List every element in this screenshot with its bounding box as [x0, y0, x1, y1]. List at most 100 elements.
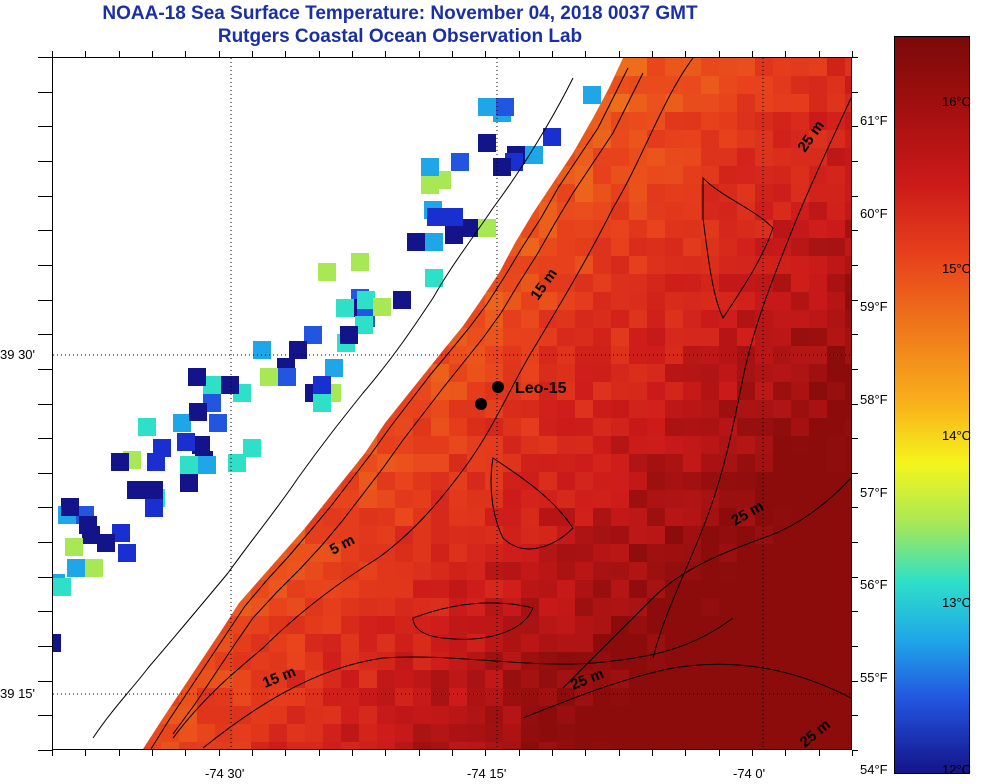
sst-pixel [773, 382, 791, 400]
sst-pixel [809, 256, 827, 274]
sst-pixel [809, 526, 827, 544]
sst-pixel [449, 688, 467, 706]
sst-pixel [809, 616, 827, 634]
sst-pixel [305, 688, 323, 706]
bay-pixel [583, 86, 601, 104]
sst-pixel [341, 652, 359, 670]
sst-pixel [413, 490, 431, 508]
sst-pixel [755, 634, 773, 652]
sst-pixel [431, 472, 449, 490]
sst-pixel [665, 670, 683, 688]
sst-pixel [773, 544, 791, 562]
sst-pixel [773, 598, 791, 616]
sst-pixel [197, 706, 215, 724]
tick-bottom [752, 750, 753, 756]
sst-pixel [647, 724, 665, 742]
sst-pixel [449, 634, 467, 652]
sst-pixel [611, 598, 629, 616]
sst-pixel [287, 562, 305, 580]
lon-label-74-15: -74 15' [467, 766, 507, 781]
sst-pixel [701, 292, 719, 310]
sst-pixel [827, 508, 845, 526]
sst-pixel [827, 670, 845, 688]
sst-pixel [683, 220, 701, 238]
sst-pixel [845, 724, 851, 742]
sst-pixel [413, 706, 431, 724]
sst-pixel [845, 490, 851, 508]
sst-pixel [845, 148, 851, 166]
sst-pixel [845, 112, 851, 130]
sst-pixel [737, 652, 755, 670]
sst-pixel [593, 472, 611, 490]
sst-pixel [521, 454, 539, 472]
sst-pixel [503, 688, 521, 706]
sst-pixel [791, 76, 809, 94]
sst-pixel [431, 382, 449, 400]
sst-pixel [791, 220, 809, 238]
bay-pixel [61, 498, 79, 516]
sst-pixel [521, 238, 539, 256]
sst-pixel [395, 742, 413, 749]
sst-pixel [521, 328, 539, 346]
sst-pixel [809, 292, 827, 310]
sst-pixel [467, 490, 485, 508]
sst-pixel [557, 598, 575, 616]
sst-pixel [791, 634, 809, 652]
sst-pixel [719, 76, 737, 94]
sst-pixel [287, 634, 305, 652]
sst-pixel [539, 220, 557, 238]
sst-pixel [359, 508, 377, 526]
sst-pixel [719, 400, 737, 418]
sst-pixel [683, 310, 701, 328]
bay-pixel [53, 578, 71, 596]
bay-pixel [127, 481, 145, 499]
sst-map[interactable]: Leo-15 5 m 15 m 15 m 25 m 25 m 25 m 25 m [52, 57, 852, 750]
sst-pixel [773, 436, 791, 454]
sst-pixel [737, 544, 755, 562]
tick-left [38, 300, 52, 301]
sst-pixel [665, 256, 683, 274]
sst-pixel [341, 598, 359, 616]
sst-pixel [683, 670, 701, 688]
sst-pixel [791, 274, 809, 292]
sst-pixel [845, 526, 851, 544]
sst-pixel [467, 328, 485, 346]
sst-pixel [737, 436, 755, 454]
colorbar-fahrenheit-54: 54°F [860, 762, 888, 777]
sst-pixel [719, 742, 737, 749]
sst-pixel [827, 58, 845, 76]
sst-pixel [845, 580, 851, 598]
sst-pixel [665, 328, 683, 346]
sst-pixel [449, 670, 467, 688]
sst-pixel [647, 634, 665, 652]
sst-pixel [215, 706, 233, 724]
tick-right [852, 196, 858, 197]
sst-pixel [755, 184, 773, 202]
sst-pixel [827, 310, 845, 328]
sst-pixel [827, 148, 845, 166]
sst-pixel [719, 58, 737, 76]
bay-pixel [289, 341, 307, 359]
sst-pixel [323, 706, 341, 724]
sst-pixel [683, 490, 701, 508]
sst-pixel [557, 274, 575, 292]
tick-bottom [385, 750, 386, 756]
sst-pixel [701, 436, 719, 454]
sst-pixel [791, 382, 809, 400]
sst-pixel [827, 274, 845, 292]
sst-pixel [287, 670, 305, 688]
sst-pixel [809, 670, 827, 688]
sst-pixel [845, 634, 851, 652]
sst-pixel [539, 292, 557, 310]
sst-pixel [701, 148, 719, 166]
sst-pixel [701, 688, 719, 706]
sst-pixel [773, 526, 791, 544]
sst-pixel [665, 616, 683, 634]
colorbar-fahrenheit-59: 59°F [860, 299, 888, 314]
sst-pixel [737, 382, 755, 400]
sst-pixel [791, 184, 809, 202]
sst-pixel [755, 328, 773, 346]
sst-pixel [611, 562, 629, 580]
sst-pixel [773, 76, 791, 94]
sst-pixel [467, 598, 485, 616]
